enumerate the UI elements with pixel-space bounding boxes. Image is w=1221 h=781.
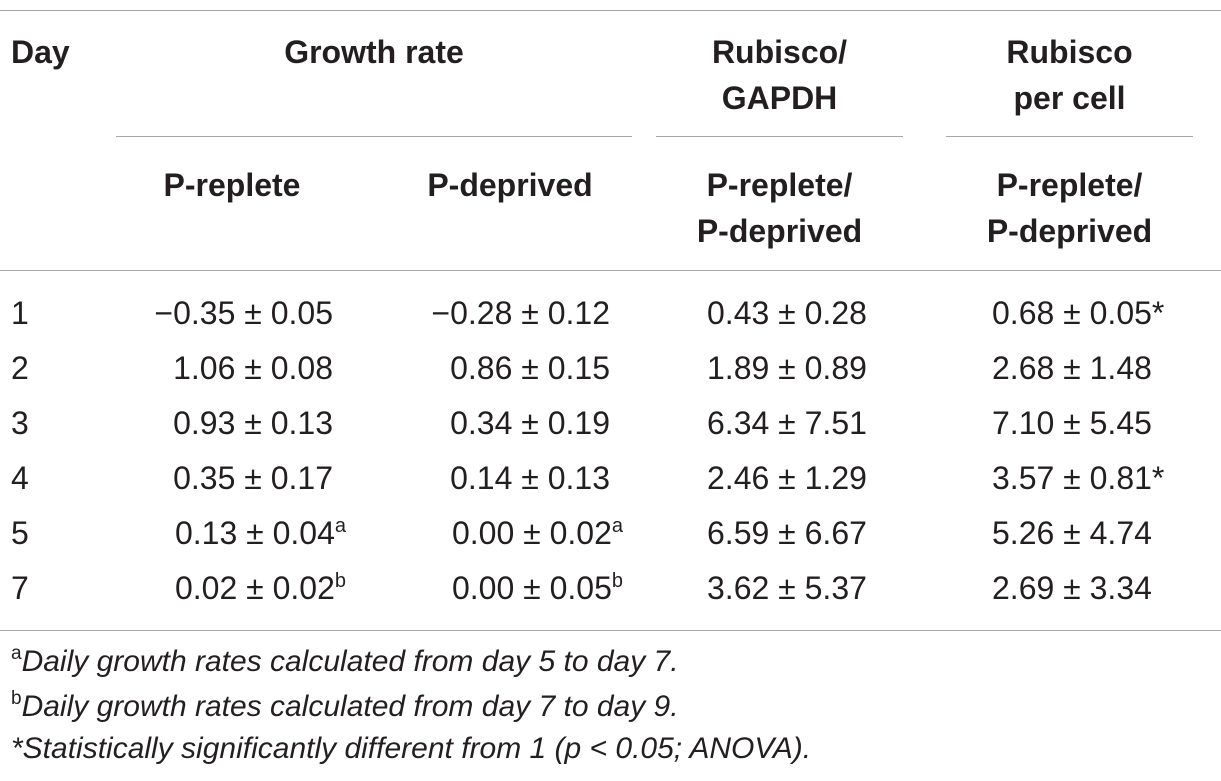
table-bottom-rule [0,630,1221,631]
footnote-mark: b [11,688,22,709]
header-bottom-rule [0,270,1221,271]
cell-percell: 2.69 ± 3.34 [992,570,1152,606]
cell-percell: 3.57 ± 0.81* [992,460,1165,496]
cell-replete: 0.93 ± 0.13 [173,404,333,442]
cell-day: 7 [11,570,29,606]
percell-underline [946,136,1193,137]
subheader-cell-ratio-line2: P-deprived [986,213,1153,249]
cell-replete-value: 0.02 ± 0.02 [174,570,335,606]
subheader-gapdh-ratio: P-replete/ P-deprived [656,166,903,250]
cell-day: 3 [11,405,29,441]
cell-deprived: 0.34 ± 0.19 [450,404,610,442]
cell-percell: 5.26 ± 4.74 [992,515,1152,551]
footnote-text: *Statistically significantly different f… [11,732,812,765]
cell-replete: 0.13 ± 0.04a [175,514,346,552]
cell-day: 2 [11,350,29,386]
header-rubisco-per-cell: Rubisco per cell [946,33,1193,117]
header-rubisco-per-cell-line1: Rubisco [1006,34,1133,70]
gapdh-underline [656,136,903,137]
cell-replete-sup: b [334,570,346,592]
subheader-cell-ratio-line1: P-replete/ [996,167,1143,203]
cell-day: 5 [11,515,29,551]
header-day: Day [11,34,70,70]
cell-deprived: 0.00 ± 0.05b [452,569,623,607]
cell-replete: 1.06 ± 0.08 [173,349,333,387]
header-rubisco-per-cell-line2: per cell [1013,80,1126,116]
cell-percell: 7.10 ± 5.45 [992,405,1152,441]
footnote-text: Daily growth rates calculated from day 7… [21,690,679,723]
header-rubisco-gapdh: Rubisco/ GAPDH [656,33,903,117]
growth-rate-underline [116,136,632,137]
cell-deprived-sup: a [611,515,623,537]
cell-day: 4 [11,460,29,496]
cell-replete-value: −0.35 ± 0.05 [154,295,333,331]
footnote-significance: *Statistically significantly different f… [11,731,811,767]
cell-deprived: −0.28 ± 0.12 [431,294,610,332]
cell-deprived-value: 0.86 ± 0.15 [450,350,610,386]
cell-deprived-value: 0.00 ± 0.05 [451,570,612,606]
header-growth-rate: Growth rate [284,34,464,70]
footnote-b: bDaily growth rates calculated from day … [11,689,679,725]
footnote-text: Daily growth rates calculated from day 5… [21,645,679,678]
cell-deprived-sup: b [611,570,623,592]
subheader-cell-ratio: P-replete/ P-deprived [946,166,1193,250]
header-rubisco-gapdh-line2: GAPDH [721,80,838,116]
cell-replete-value: 0.35 ± 0.17 [173,460,333,496]
footnote-mark: a [11,643,22,664]
footnote-a: aDaily growth rates calculated from day … [11,644,679,680]
cell-replete: −0.35 ± 0.05 [154,294,333,332]
cell-percell: 0.68 ± 0.05* [992,295,1165,331]
cell-deprived-value: 0.34 ± 0.19 [450,405,610,441]
subheader-gapdh-ratio-line1: P-replete/ [706,167,853,203]
cell-replete-value: 0.13 ± 0.04 [174,515,335,551]
top-rule [0,10,1221,11]
cell-replete-value: 0.93 ± 0.13 [173,405,333,441]
cell-deprived: 0.00 ± 0.02a [452,514,623,552]
cell-replete-sup: a [334,515,346,537]
cell-gapdh: 6.59 ± 6.67 [707,515,867,551]
cell-replete: 0.02 ± 0.02b [175,569,346,607]
cell-percell: 2.68 ± 1.48 [992,350,1152,386]
cell-gapdh: 6.34 ± 7.51 [707,405,867,441]
subheader-gapdh-ratio-line2: P-deprived [696,213,863,249]
cell-deprived: 0.86 ± 0.15 [450,349,610,387]
cell-replete-value: 1.06 ± 0.08 [173,350,333,386]
cell-deprived: 0.14 ± 0.13 [450,459,610,497]
cell-gapdh: 3.62 ± 5.37 [707,570,867,606]
header-rubisco-gapdh-line1: Rubisco/ [711,34,848,70]
cell-deprived-value: 0.14 ± 0.13 [450,460,610,496]
cell-gapdh: 2.46 ± 1.29 [707,460,867,496]
cell-deprived-value: −0.28 ± 0.12 [431,295,610,331]
subheader-growth-replete: P-replete [163,167,301,203]
cell-gapdh: 0.43 ± 0.28 [707,295,867,331]
subheader-growth-deprived: P-deprived [427,167,593,203]
cell-deprived-value: 0.00 ± 0.02 [451,515,612,551]
cell-day: 1 [11,295,29,331]
cell-replete: 0.35 ± 0.17 [173,459,333,497]
cell-gapdh: 1.89 ± 0.89 [707,350,867,386]
